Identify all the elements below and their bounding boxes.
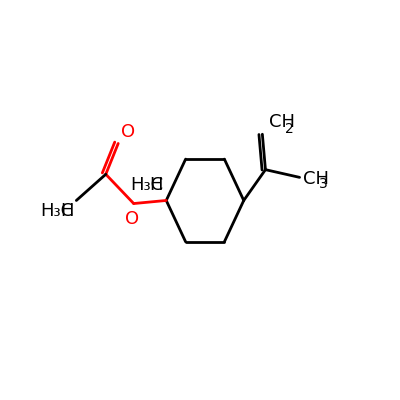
Text: H₃C: H₃C [40,202,73,220]
Text: CH: CH [269,113,295,131]
Text: H₃C: H₃C [130,176,163,194]
Text: H: H [60,202,73,220]
Text: H: H [150,176,163,194]
Text: O: O [121,123,135,141]
Text: 3: 3 [319,176,328,190]
Text: O: O [125,210,139,228]
Text: 2: 2 [285,122,294,136]
Text: CH: CH [303,170,329,188]
